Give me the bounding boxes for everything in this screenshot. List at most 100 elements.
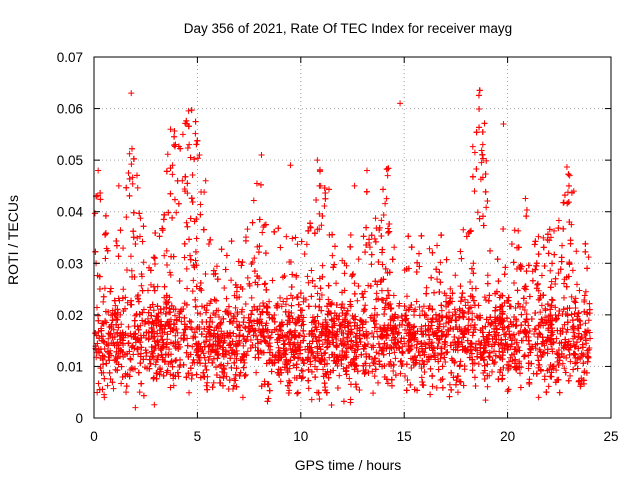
data-point [212,342,219,349]
data-point [391,334,398,341]
data-point [207,297,214,304]
data-point [565,273,572,280]
data-point [449,298,456,305]
data-point [373,349,380,356]
data-point [428,318,435,325]
data-point [172,357,179,364]
data-point [290,349,297,356]
data-point [196,323,203,330]
data-point [370,359,377,366]
data-point [387,305,394,312]
data-point [138,282,145,289]
data-point [523,268,530,275]
data-point [192,248,199,255]
data-point [384,342,391,349]
data-point [491,348,498,355]
data-point [221,284,228,291]
data-point [299,368,306,375]
data-point [539,340,546,347]
data-point [160,343,167,350]
data-point [378,217,385,224]
data-point [449,290,456,297]
data-point [382,300,389,307]
data-point [344,307,351,314]
data-point [332,332,339,339]
data-point [186,389,193,396]
data-point [481,339,488,346]
data-point [229,338,236,345]
data-point [99,337,106,344]
data-point [123,184,130,191]
data-point [274,302,281,309]
data-point [167,371,174,378]
data-point [417,352,424,359]
data-point [504,346,511,353]
data-point [346,375,353,382]
data-point [434,276,441,283]
data-point [244,274,251,281]
data-point [105,308,112,315]
data-point [293,273,300,280]
data-point [450,346,457,353]
data-point [554,327,561,334]
data-point [252,327,259,334]
data-point [340,336,347,343]
data-point [308,349,315,356]
data-point [367,314,374,321]
data-point [496,294,503,301]
data-point [206,324,213,331]
data-point [461,330,468,337]
data-point [546,226,553,233]
data-point [478,159,485,166]
data-point [117,332,124,339]
data-point [510,331,517,338]
data-point [333,280,340,287]
data-point [481,120,488,127]
data-point [547,234,554,241]
data-point [120,334,127,341]
data-point [269,360,276,367]
data-point [240,319,247,326]
data-point [381,304,388,311]
data-point [99,352,106,359]
data-point [313,326,320,333]
data-point [482,323,489,330]
data-point [586,300,593,307]
data-point [487,247,494,254]
data-point [460,382,467,389]
data-point [548,329,555,336]
data-point [352,363,359,370]
data-point [169,363,176,370]
data-point [462,302,469,309]
data-point [420,331,427,338]
data-point [500,349,507,356]
data-point [172,312,179,319]
data-point [115,253,122,260]
data-point [469,367,476,374]
data-point [416,312,423,319]
data-point [417,340,424,347]
data-point [391,349,398,356]
data-point [501,271,508,278]
data-point [500,226,507,233]
data-point [339,310,346,317]
data-point [279,274,286,281]
data-point [444,349,451,356]
data-point [407,337,414,344]
data-point [227,355,234,362]
data-point [370,333,377,340]
data-point [351,349,358,356]
data-point [568,311,575,318]
data-point [501,324,508,331]
data-point [129,342,136,349]
data-point [471,374,478,381]
data-point [381,340,388,347]
data-point [166,269,173,276]
data-point [452,309,459,316]
data-point [582,320,589,327]
data-point [280,345,287,352]
data-point [469,332,476,339]
data-point [553,335,560,342]
data-point [563,163,570,170]
data-point [112,302,119,309]
